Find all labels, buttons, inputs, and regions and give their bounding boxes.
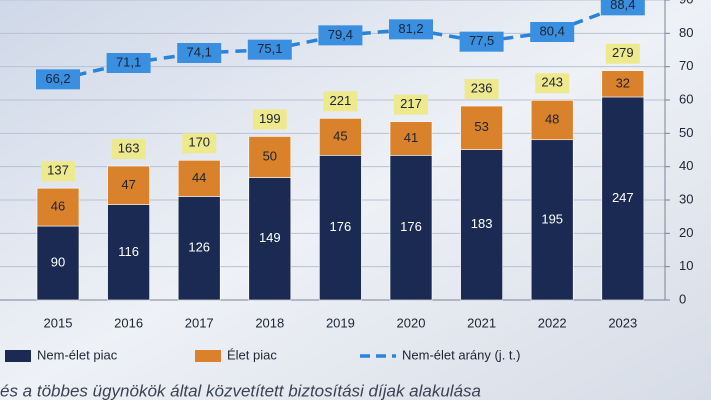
y2-tick-label: 50 <box>679 125 693 140</box>
value-label: 247 <box>612 190 634 205</box>
x-tick-label: 2022 <box>538 315 567 330</box>
value-label: 44 <box>192 170 206 185</box>
bar <box>319 118 362 156</box>
value-label: 183 <box>471 216 493 231</box>
value-label: 48 <box>545 111 559 126</box>
y2-tick-label: 60 <box>679 91 693 106</box>
total-label-box <box>323 91 358 112</box>
total-label-box <box>394 94 428 115</box>
bar <box>107 165 150 205</box>
legend-label: Nem-élet arány (j. t.) <box>402 347 520 362</box>
total-label: 221 <box>330 93 352 108</box>
bar <box>389 121 433 156</box>
total-label-box <box>111 139 146 160</box>
value-label: 53 <box>474 119 488 134</box>
total-label-box <box>605 43 640 64</box>
total-label: 137 <box>47 163 69 178</box>
value-label: 50 <box>263 148 277 163</box>
bar <box>460 149 503 301</box>
y2-tick-label: 40 <box>679 158 693 173</box>
y2-tick-label: 80 <box>679 25 693 40</box>
y2-tick-label: 30 <box>679 191 693 206</box>
line-label: 81,2 <box>398 21 423 36</box>
bar <box>530 99 574 141</box>
bar <box>601 70 645 98</box>
caption: és a többes ügynökök által közvetített b… <box>0 381 481 400</box>
total-label-box <box>41 161 75 182</box>
line-label-box <box>106 53 151 73</box>
x-tick-label: 2016 <box>114 315 143 330</box>
line-label: 66,2 <box>45 71 70 86</box>
total-label-box <box>464 79 499 100</box>
value-label: 47 <box>121 177 135 192</box>
value-label: 149 <box>259 230 281 245</box>
bar <box>460 105 503 150</box>
line-label-box <box>459 31 504 52</box>
total-label: 279 <box>612 45 634 60</box>
line-label-box <box>318 25 363 46</box>
bar <box>107 204 150 301</box>
total-label: 170 <box>188 135 210 150</box>
total-label-box <box>252 109 287 130</box>
value-label: 46 <box>51 199 65 214</box>
x-tick-label: 2023 <box>608 315 637 330</box>
bar <box>530 139 574 301</box>
total-label: 217 <box>400 96 422 111</box>
line <box>57 3 624 82</box>
total-label-box <box>535 73 570 94</box>
value-label: 195 <box>541 211 563 226</box>
bar <box>248 136 292 178</box>
legend-swatch <box>5 350 31 362</box>
y2-tick-label: 70 <box>679 58 693 73</box>
line-label: 79,4 <box>328 27 353 42</box>
line-label: 71,1 <box>116 54 141 69</box>
x-tick-label: 2020 <box>397 315 426 330</box>
bar <box>389 155 433 301</box>
y2-tick-label: 10 <box>679 258 693 273</box>
value-label: 41 <box>404 130 418 145</box>
bar <box>36 187 80 227</box>
bar <box>248 177 292 301</box>
line-label-box <box>530 22 575 42</box>
value-label: 32 <box>616 75 630 90</box>
line-label-box <box>389 19 433 40</box>
line-label-box <box>36 69 80 90</box>
line-label: 75,1 <box>257 41 282 56</box>
value-label: 126 <box>188 240 210 255</box>
x-tick-label: 2021 <box>467 315 496 330</box>
x-tick-label: 2019 <box>326 315 355 330</box>
x-tick-label: 2017 <box>185 315 214 330</box>
total-label: 199 <box>259 111 281 126</box>
total-label: 243 <box>541 75 563 90</box>
y2-tick-label: 90 <box>679 0 693 6</box>
line-label: 77,5 <box>469 33 494 48</box>
legend-swatch <box>195 350 221 362</box>
line-label: 74,1 <box>187 44 212 59</box>
value-label: 116 <box>118 244 139 259</box>
y2-tick-label: 20 <box>679 225 693 240</box>
line-label: 88,4 <box>610 0 635 12</box>
bar <box>177 159 221 197</box>
total-label-box <box>182 133 217 154</box>
x-tick-label: 2018 <box>255 315 284 330</box>
legend-label: Nem-élet piac <box>37 347 118 362</box>
bar <box>177 196 221 301</box>
value-label: 176 <box>330 219 352 234</box>
value-label: 90 <box>51 254 65 269</box>
total-label: 163 <box>118 140 140 155</box>
bar <box>36 225 80 301</box>
value-label: 45 <box>333 128 347 143</box>
legend-label: Élet piac <box>227 347 277 362</box>
total-label: 236 <box>471 80 493 95</box>
x-tick-label: 2015 <box>44 315 73 330</box>
line-label-box <box>247 39 292 60</box>
line-label-box <box>600 0 645 16</box>
line-label: 80,4 <box>540 23 565 38</box>
value-label: 176 <box>400 219 422 234</box>
line-label-box <box>177 43 222 63</box>
y2-tick-label: 0 <box>679 291 686 306</box>
